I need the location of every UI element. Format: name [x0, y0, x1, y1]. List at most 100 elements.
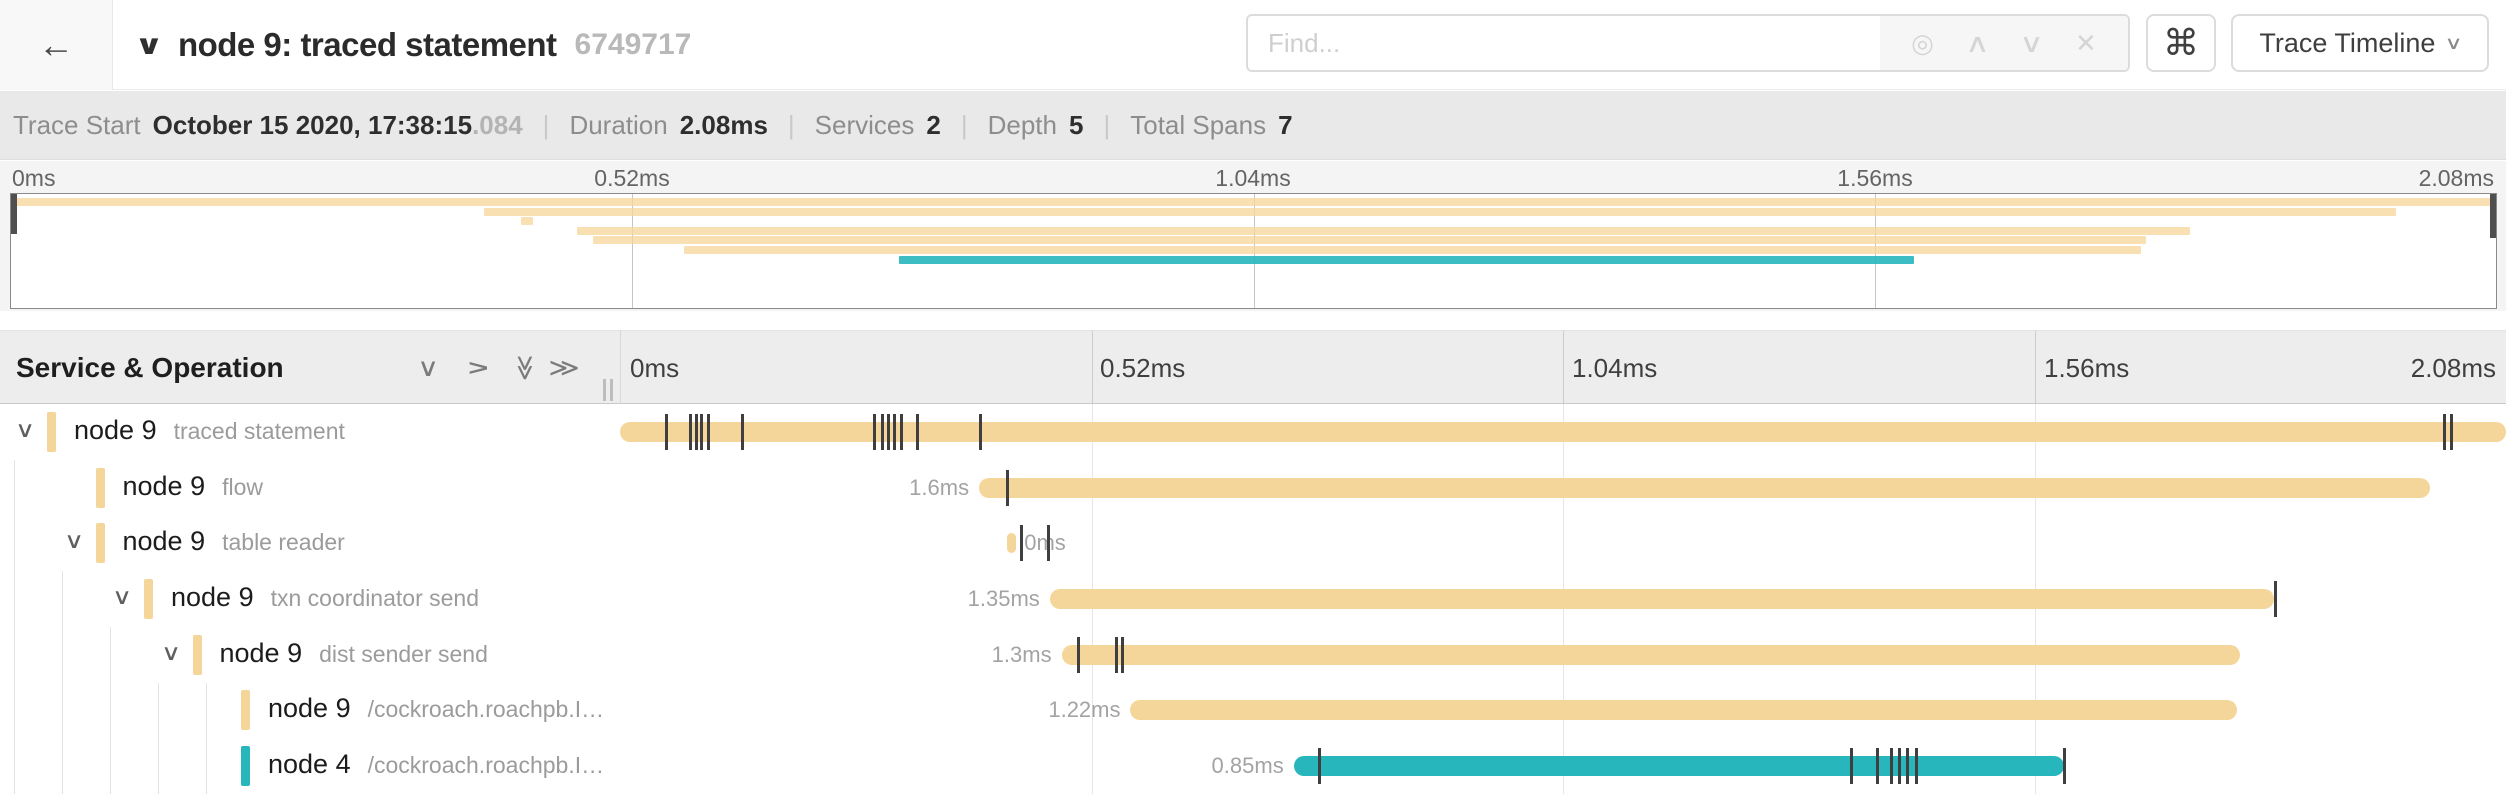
span-bar[interactable] — [979, 477, 2430, 498]
tree-row[interactable]: ∨ node 9 txn coordinator send — [0, 571, 620, 627]
trace-summary-bar: Trace Start October 15 2020, 17:38:15.084… — [0, 91, 2506, 160]
log-event-tick[interactable] — [915, 413, 919, 450]
summary-item-label: Services — [814, 109, 915, 140]
log-event-tick[interactable] — [1047, 525, 1051, 562]
expand-all-icon[interactable]: ≫ — [548, 331, 579, 405]
summary-item: Trace Start October 15 2020, 17:38:15.084 — [13, 110, 523, 141]
log-event-tick[interactable] — [1019, 525, 1023, 562]
log-event-tick[interactable] — [2442, 413, 2446, 450]
span-bar[interactable] — [1049, 589, 2274, 609]
minimap-span-bar — [521, 217, 534, 226]
log-event-tick[interactable] — [872, 413, 876, 450]
expand-chevron-icon[interactable]: ∨ — [63, 528, 84, 554]
span-rows-region: ∨ node 9 traced statement node 9 flow 1.6ms ∨ n… — [0, 404, 2506, 794]
expand-one-icon[interactable]: ∨ — [460, 331, 494, 405]
back-arrow-icon: ← — [38, 24, 74, 65]
tree-row[interactable]: node 4/cockroach.roachpb.I… — [0, 738, 620, 794]
log-event-tick[interactable] — [1076, 636, 1080, 673]
log-event-tick[interactable] — [2062, 748, 2066, 785]
log-event-tick[interactable] — [707, 413, 711, 450]
minimap-span-bar — [484, 207, 2396, 216]
operation-name: traced statement — [173, 417, 345, 444]
log-event-tick[interactable] — [1318, 748, 1322, 785]
log-event-tick[interactable] — [900, 413, 904, 450]
back-button[interactable]: ← — [0, 0, 113, 90]
log-event-tick[interactable] — [2449, 413, 2453, 450]
timeline-header-gridline — [1563, 331, 1564, 405]
summary-separator: | — [1103, 109, 1111, 140]
collapse-trace-chevron-icon[interactable]: ∨ — [134, 29, 164, 60]
minimap-span-bar — [898, 255, 1915, 264]
expand-chevron-icon[interactable]: ∨ — [14, 416, 36, 442]
find-suffix: ◎ ∧ ∨ ✕ — [1880, 16, 2128, 70]
keyboard-shortcuts-button[interactable]: ⌘ — [2146, 14, 2216, 72]
minimap-span-bar — [577, 226, 2191, 235]
service-operation-text: node 9 flow — [123, 471, 264, 502]
log-event-tick[interactable] — [1875, 748, 1879, 785]
operation-name: /cockroach.roachpb.I… — [367, 752, 605, 779]
tree-row[interactable]: node 9/cockroach.roachpb.I… — [0, 683, 620, 739]
title-wrap: ∨ node 9: traced statement 6749717 — [134, 0, 691, 90]
log-event-tick[interactable] — [1905, 748, 1909, 785]
minimap: 0ms 0.52ms 1.04ms 1.56ms 2.08ms — [0, 161, 2506, 311]
tree-row[interactable]: ∨ node 9 dist sender send — [0, 627, 620, 683]
span-duration-label: 1.22ms — [1048, 697, 1121, 723]
timeline-tick-label: 1.04ms — [1572, 352, 1658, 383]
minimap-tick-label: 0ms — [12, 165, 56, 191]
find-box: ◎ ∧ ∨ ✕ — [1246, 14, 2130, 72]
service-operation-text: node 9 table reader — [123, 526, 345, 557]
log-event-tick[interactable] — [892, 413, 896, 450]
timeline-tick-label: 1.56ms — [2044, 352, 2130, 383]
log-event-tick[interactable] — [1914, 748, 1918, 785]
clear-search-icon[interactable]: ✕ — [2075, 28, 2097, 58]
summary-item-value: 2 — [926, 109, 941, 140]
minimap-canvas[interactable] — [10, 193, 2497, 309]
log-event-tick[interactable] — [1890, 748, 1894, 785]
tree-row[interactable]: ∨ node 9 traced statement — [0, 404, 620, 460]
span-bar[interactable] — [1293, 756, 2065, 777]
locate-icon[interactable]: ◎ — [1911, 28, 1934, 58]
collapse-one-icon[interactable]: ∨ — [417, 331, 439, 405]
log-event-tick[interactable] — [1850, 748, 1854, 785]
span-duration-label: 0.85ms — [1211, 753, 1284, 779]
minimap-scrubber-right[interactable] — [2490, 194, 2496, 238]
service-name: node 9 — [171, 581, 254, 612]
summary-item: Services 2 — [815, 110, 941, 141]
find-input[interactable] — [1248, 16, 1880, 70]
log-event-tick[interactable] — [881, 413, 885, 450]
span-bar[interactable] — [1130, 700, 2237, 721]
tree-row[interactable]: ∨ node 9 table reader — [0, 515, 620, 571]
service-operation-text: node 9 traced statement — [74, 415, 345, 446]
summary-item-label: Trace Start — [13, 109, 141, 140]
service-name: node 9 — [122, 470, 206, 501]
log-event-tick[interactable] — [1121, 636, 1125, 673]
log-event-tick[interactable] — [695, 413, 699, 450]
log-event-tick[interactable] — [1897, 748, 1901, 785]
column-resize-grip[interactable] — [603, 379, 617, 401]
minimap-scrubber-left[interactable] — [11, 194, 17, 234]
log-event-tick[interactable] — [665, 413, 669, 450]
log-event-tick[interactable] — [740, 413, 744, 450]
collapse-all-icon[interactable]: ≫ — [511, 331, 539, 405]
next-result-icon[interactable]: ∨ — [2018, 28, 2044, 58]
log-event-tick[interactable] — [688, 413, 692, 450]
prev-result-icon[interactable]: ∧ — [1965, 28, 1991, 58]
operation-name: dist sender send — [319, 640, 488, 667]
indent-guide — [14, 459, 15, 794]
minimap-tick-label: 1.56ms — [1837, 165, 1913, 191]
span-bar[interactable] — [1061, 644, 2241, 665]
span-bar[interactable] — [620, 421, 2506, 442]
tree-row[interactable]: node 9 flow — [0, 460, 620, 516]
expand-chevron-icon[interactable]: ∨ — [111, 583, 133, 609]
log-event-tick[interactable] — [886, 413, 890, 450]
timeline-tick-label: 0.52ms — [1100, 352, 1186, 383]
log-event-tick[interactable] — [2273, 581, 2277, 617]
span-bar[interactable] — [1007, 533, 1017, 554]
summary-item-value: 7 — [1278, 109, 1293, 140]
expand-chevron-icon[interactable]: ∨ — [160, 639, 181, 665]
view-dropdown[interactable]: Trace Timeline ∨ — [2231, 14, 2489, 72]
log-event-tick[interactable] — [979, 413, 983, 450]
log-event-tick[interactable] — [1006, 469, 1010, 506]
log-event-tick[interactable] — [1115, 636, 1119, 673]
log-event-tick[interactable] — [699, 413, 703, 450]
